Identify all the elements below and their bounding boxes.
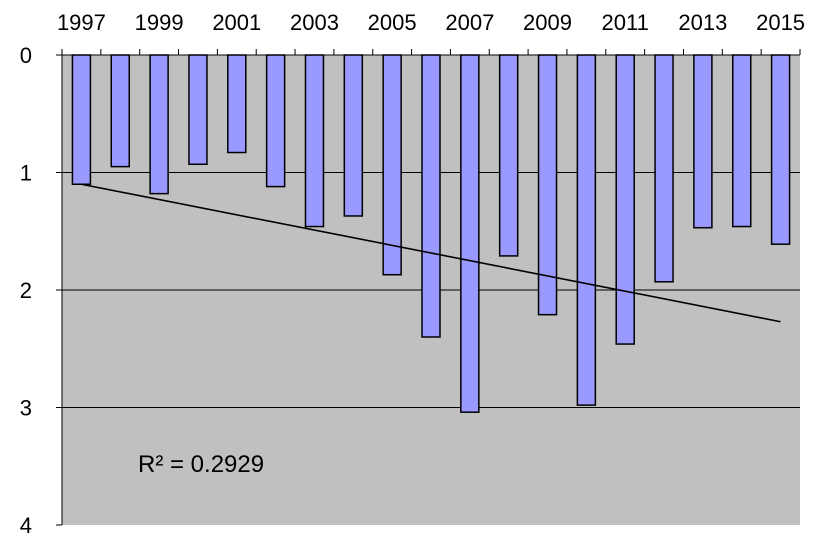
bar-2014 [731,54,752,228]
x-tick-label: 2015 [756,10,805,35]
y-tick-label: 2 [20,278,32,303]
r-squared-label: R² = 0.2929 [138,451,264,478]
bar-2007 [460,54,480,413]
y-axis: 0 1 2 3 4 [20,43,63,534]
x-tick-label: 2001 [212,10,261,35]
bar-2004 [343,54,364,217]
trendline [81,183,781,323]
x-tick-label: 2003 [290,10,339,35]
y-tick-label: 0 [20,43,32,68]
bar-2000 [188,54,208,166]
x-tick-label: 2013 [678,10,727,35]
bar-2008 [498,54,519,257]
y-tick-label: 3 [20,396,32,421]
bar-2012 [654,54,674,283]
y-tick-label: 4 [20,513,32,534]
bar-2002 [265,54,286,188]
bar-2011 [615,54,635,345]
x-tick-label: 2011 [602,10,649,35]
y-tick-label: 1 [20,161,32,186]
x-tick-label: 2009 [523,10,572,35]
x-axis: 1997 1999 2001 2003 2005 2007 2009 2011 2013 2015 [57,10,805,56]
x-tick-label: 2007 [445,10,494,35]
bar-2010 [576,54,597,406]
bar-series [71,54,791,413]
bar-1999 [149,54,169,195]
bar-1998 [110,54,131,168]
x-tick-label: 1997 [57,10,106,35]
bar-2006 [421,54,441,338]
bar-2005 [382,54,402,276]
x-tick-label: 1999 [135,10,184,35]
bar-2003 [304,54,325,228]
bar-2001 [227,54,247,154]
bar-1997 [71,54,92,185]
x-tick-label: 2005 [368,10,417,35]
bar-2015 [770,54,791,245]
bar-2013 [693,54,713,229]
